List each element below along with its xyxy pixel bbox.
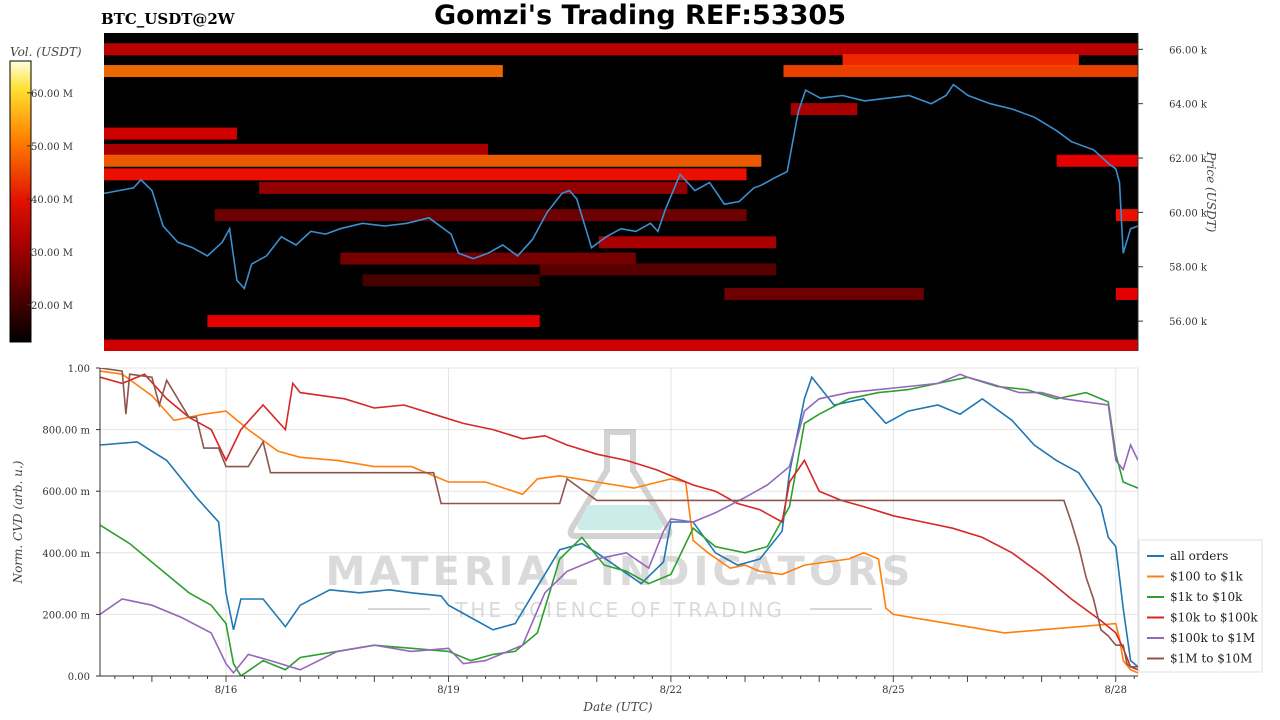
price-tick-label: 58.00 k bbox=[1169, 263, 1208, 274]
legend-label: $1M to $10M bbox=[1170, 652, 1252, 666]
cvd-plot-area bbox=[99, 367, 1139, 677]
legend-label: $10k to $100k bbox=[1170, 611, 1258, 625]
x-tick-label: 8/22 bbox=[660, 685, 682, 696]
heatmap-band bbox=[724, 287, 924, 300]
price-tick-label: 62.00 k bbox=[1169, 154, 1208, 165]
legend-box bbox=[1138, 539, 1263, 673]
price-axis-title: Price (USDT) bbox=[1204, 151, 1218, 233]
heatmap-band bbox=[539, 263, 777, 276]
heatmap-band bbox=[783, 65, 1138, 78]
y-tick-label: 0.00 bbox=[68, 672, 90, 683]
x-tick-label: 8/19 bbox=[437, 685, 459, 696]
heatmap-band bbox=[362, 274, 540, 287]
price-tick-label: 64.00 k bbox=[1169, 100, 1208, 111]
heatmap-band bbox=[207, 315, 540, 328]
watermark-main: MATERIAL INDICATORS bbox=[326, 549, 915, 595]
price-tick-label: 66.00 k bbox=[1169, 45, 1208, 56]
x-tick-label: 8/25 bbox=[882, 685, 904, 696]
heatmap-band bbox=[104, 127, 237, 140]
series-line-3 bbox=[100, 373, 1138, 671]
colorbar-tick-label: 30.00 M bbox=[31, 248, 73, 259]
x-tick-label: 8/28 bbox=[1105, 685, 1127, 696]
heatmap-band bbox=[842, 54, 1079, 67]
colorbar-label: Vol. (USDT) bbox=[10, 45, 82, 59]
heatmap-band bbox=[1056, 154, 1138, 167]
watermark: MATERIAL INDICATORS THE SCIENCE OF TRADI… bbox=[326, 429, 915, 622]
price-tick-label: 60.00 k bbox=[1169, 208, 1208, 219]
y-axis-title: Norm. CVD (arb. u.) bbox=[11, 460, 25, 584]
heatmap-band bbox=[259, 181, 688, 194]
flask-logo bbox=[567, 429, 673, 539]
y-tick-label: 600.00 m bbox=[42, 487, 90, 498]
legend-label: $100 to $1k bbox=[1170, 570, 1243, 584]
chart-title: Gomzi's Trading REF:53305 bbox=[433, 0, 846, 31]
heatmap-band bbox=[1115, 209, 1138, 222]
price-tick-label: 56.00 k bbox=[1169, 317, 1208, 328]
series-line-0 bbox=[100, 375, 1138, 668]
legend: all orders $100 to $1k $1k to $10k $10k to … bbox=[1138, 539, 1263, 673]
price-line bbox=[104, 83, 1138, 291]
series-line-1 bbox=[100, 370, 1138, 674]
heatmap-band bbox=[790, 103, 858, 116]
heatmap-band bbox=[598, 236, 777, 249]
colorbar-gradient bbox=[9, 60, 32, 343]
legend-label: $100k to $1M bbox=[1170, 631, 1255, 645]
colorbar: Vol. (USDT) 20.00 M 30.00 M 40.00 M 50.00 M… bbox=[9, 45, 82, 343]
colorbar-tick-label: 20.00 M bbox=[31, 301, 73, 312]
heatmap-band bbox=[214, 209, 747, 222]
y-tick-label: 200.00 m bbox=[42, 610, 90, 621]
cvd-panel: MATERIAL INDICATORS THE SCIENCE OF TRADI… bbox=[11, 364, 1139, 714]
legend-label: all orders bbox=[1170, 549, 1228, 563]
heatmap-band bbox=[104, 168, 747, 181]
heatmap-panel: 56.00 k 58.00 k 60.00 k 62.00 k 64.00 k 66.00… bbox=[104, 33, 1218, 351]
colorbar-tick-label: 50.00 M bbox=[31, 142, 73, 153]
y-tick-label: 1.00 bbox=[68, 364, 90, 375]
heatmap-band bbox=[104, 43, 1138, 56]
y-tick-label: 800.00 m bbox=[42, 426, 90, 437]
heatmap-band bbox=[104, 339, 1138, 351]
colorbar-tick-label: 60.00 M bbox=[31, 89, 73, 100]
colorbar-tick-label: 40.00 M bbox=[31, 195, 73, 206]
y-tick-label: 400.00 m bbox=[42, 549, 90, 560]
heatmap-band bbox=[104, 154, 762, 167]
series-line-5 bbox=[100, 368, 1138, 668]
series-line-4 bbox=[100, 373, 1138, 675]
heatmap-band bbox=[1115, 287, 1138, 300]
heatmap-band bbox=[104, 65, 503, 78]
trading-pair-label: BTC_USDT@2W bbox=[101, 10, 235, 28]
heatmap-band bbox=[104, 143, 489, 156]
x-tick-label: 8/16 bbox=[215, 685, 237, 696]
x-axis-title: Date (UTC) bbox=[582, 700, 652, 714]
heatmap-band bbox=[340, 252, 636, 265]
legend-label: $1k to $10k bbox=[1170, 590, 1243, 604]
watermark-sub: THE SCIENCE OF TRADING bbox=[454, 598, 785, 622]
